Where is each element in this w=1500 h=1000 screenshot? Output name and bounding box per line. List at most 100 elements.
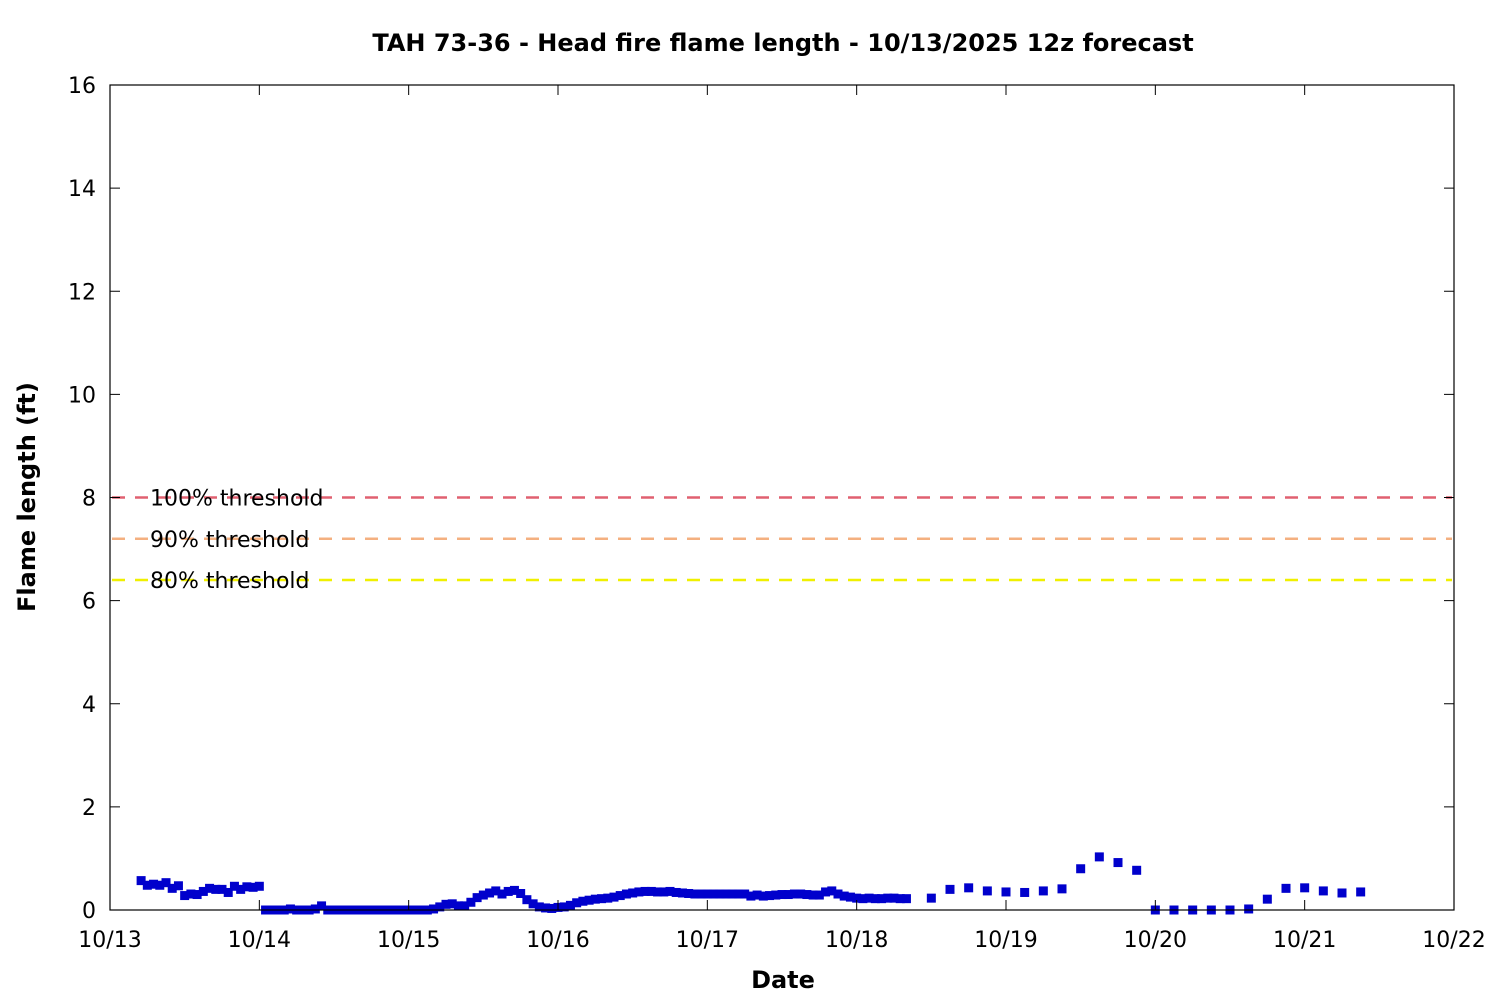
y-tick-label: 16: [68, 74, 96, 99]
data-point: [821, 887, 831, 897]
data-point: [460, 901, 470, 911]
data-point: [217, 884, 227, 894]
data-point: [877, 894, 887, 904]
data-point: [1337, 888, 1347, 898]
threshold-label: 100% threshold: [150, 487, 324, 512]
data-point: [733, 889, 743, 899]
data-point: [1132, 865, 1142, 875]
data-point: [1001, 887, 1011, 897]
data-point: [814, 890, 824, 900]
data-point: [317, 901, 327, 911]
data-point: [796, 889, 806, 899]
x-tick-label: 10/19: [974, 928, 1037, 953]
data-point: [1318, 886, 1328, 896]
data-point: [180, 891, 190, 901]
data-point: [447, 899, 457, 909]
data-point: [870, 894, 880, 904]
data-point: [1281, 883, 1291, 893]
data-point: [777, 890, 787, 900]
data-point: [578, 896, 588, 906]
x-tick-label: 10/17: [676, 928, 739, 953]
x-tick-label: 10/16: [526, 928, 589, 953]
x-axis: 10/13 10/14 10/15 10/16 10/17 10/18 10/19 10/20…: [78, 85, 1486, 953]
data-point: [727, 889, 737, 899]
data-point: [765, 891, 775, 901]
data-point: [833, 889, 843, 899]
x-tick-label: 10/13: [78, 928, 141, 953]
data-point: [229, 881, 239, 891]
data-point: [684, 889, 694, 898]
data-point: [783, 890, 793, 900]
data-point: [945, 884, 955, 894]
data-point: [609, 892, 619, 902]
data-point: [740, 889, 750, 899]
data-point: [136, 876, 146, 886]
data-point: [982, 886, 992, 896]
data-point: [827, 886, 837, 896]
data-point: [628, 888, 638, 898]
data-point: [1356, 887, 1366, 897]
data-points: [136, 852, 1366, 915]
data-point: [1057, 884, 1067, 894]
data-point: [1076, 864, 1086, 874]
data-point: [547, 903, 557, 913]
threshold-lines: 100% threshold 90% threshold 80% threshold: [112, 487, 1452, 594]
data-point: [149, 879, 159, 889]
data-point: [721, 889, 731, 899]
data-point: [1038, 886, 1048, 896]
data-point: [839, 891, 849, 901]
data-point: [310, 904, 320, 914]
data-point: [1020, 887, 1030, 897]
data-point: [789, 889, 799, 899]
data-point: [926, 893, 936, 903]
data-point: [1094, 852, 1104, 862]
data-point: [852, 893, 862, 903]
data-point: [254, 881, 264, 891]
data-point: [665, 886, 675, 896]
data-point: [964, 883, 974, 893]
data-point: [167, 883, 177, 893]
data-point: [198, 886, 208, 896]
data-point: [883, 893, 893, 903]
data-point: [746, 891, 756, 901]
data-point: [173, 881, 183, 891]
y-axis-label: Flame length (ft): [13, 382, 41, 612]
data-point: [653, 887, 663, 897]
x-tick-label: 10/22: [1422, 928, 1485, 953]
data-point: [771, 890, 781, 900]
data-point: [522, 895, 532, 905]
data-point: [186, 889, 196, 899]
data-point: [509, 885, 519, 895]
data-point: [497, 889, 507, 899]
y-tick-label: 4: [82, 693, 96, 718]
y-tick-label: 0: [82, 899, 96, 924]
threshold-label: 90% threshold: [150, 528, 310, 553]
data-point: [429, 904, 439, 914]
data-point: [142, 880, 152, 890]
data-point: [634, 887, 644, 897]
data-point: [677, 888, 687, 898]
data-point: [1244, 904, 1254, 914]
x-tick-label: 10/15: [377, 928, 440, 953]
data-point: [752, 890, 762, 900]
data-point: [709, 889, 719, 899]
data-point: [615, 891, 625, 901]
data-point: [478, 890, 488, 900]
data-point: [211, 884, 221, 894]
data-point: [435, 902, 445, 912]
data-point: [472, 893, 482, 903]
chart-title: TAH 73-36 - Head fire flame length - 10/…: [372, 29, 1193, 57]
data-point: [845, 892, 855, 902]
y-tick-label: 12: [68, 280, 96, 305]
data-point: [1262, 894, 1272, 904]
threshold-label: 80% threshold: [150, 569, 310, 594]
data-point: [192, 890, 202, 900]
data-point: [621, 889, 631, 899]
y-tick-label: 10: [68, 383, 96, 408]
data-point: [808, 890, 818, 900]
data-point: [516, 889, 526, 898]
y-tick-label: 2: [82, 796, 96, 821]
data-point: [453, 901, 463, 911]
data-point: [889, 893, 899, 903]
data-point: [802, 890, 812, 900]
